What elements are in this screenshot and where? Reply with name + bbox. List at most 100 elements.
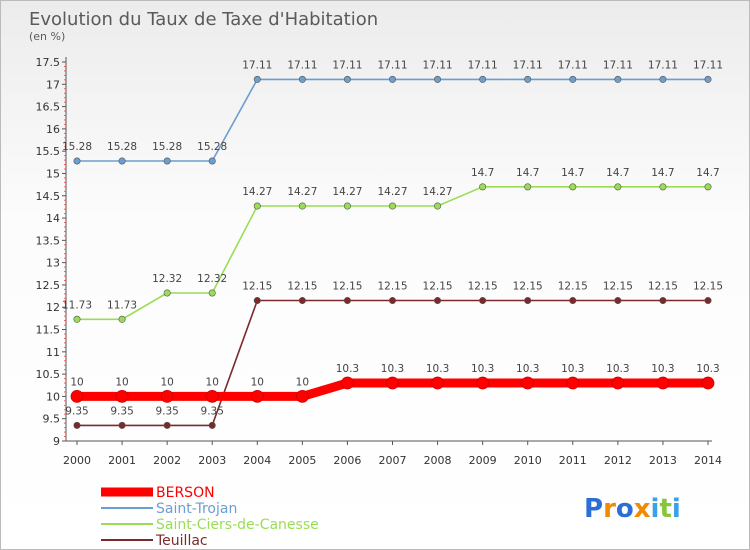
data-point [704, 75, 712, 83]
y-tick-label: 17 [46, 78, 60, 91]
data-label: 10 [160, 376, 173, 388]
data-point [569, 183, 577, 191]
data-label: 9.35 [201, 405, 224, 417]
x-tick-label: 2010 [514, 454, 542, 467]
data-label: 14.27 [242, 186, 272, 198]
data-point [163, 289, 171, 297]
data-point [566, 376, 580, 390]
logo-letter: r [603, 494, 616, 524]
x-tick-label: 2001 [108, 454, 136, 467]
data-label: 9.35 [110, 405, 133, 417]
x-tick-label: 2009 [469, 454, 497, 467]
x-tick-label: 2008 [424, 454, 452, 467]
logo-letter: i [651, 494, 660, 524]
data-point [479, 75, 487, 83]
data-label: 17.11 [513, 59, 543, 71]
data-label: 11.73 [62, 299, 92, 311]
x-tick-label: 2007 [379, 454, 407, 467]
x-tick-label: 2006 [333, 454, 361, 467]
logo-letter: P [584, 494, 603, 524]
data-label: 12.15 [513, 281, 543, 293]
x-tick-label: 2002 [153, 454, 181, 467]
data-point [253, 297, 261, 305]
data-label: 12.15 [558, 281, 588, 293]
data-point [115, 390, 129, 403]
data-point [163, 157, 171, 165]
data-point [341, 376, 354, 390]
y-tick-label: 12.5 [36, 279, 61, 292]
data-label: 14.7 [471, 167, 494, 179]
data-point [479, 183, 487, 191]
data-label: 14.7 [561, 167, 584, 179]
data-point [569, 297, 577, 305]
data-point [205, 390, 219, 403]
data-label: 10.3 [516, 363, 539, 375]
y-tick-label: 10 [46, 390, 60, 403]
x-tick-label: 2011 [559, 454, 587, 467]
data-point [70, 390, 84, 403]
data-label: 14.27 [377, 186, 407, 198]
data-label: 10 [115, 376, 128, 388]
data-point [73, 315, 81, 323]
data-point [521, 376, 535, 390]
y-tick-label: 11 [46, 346, 60, 359]
data-point [569, 75, 577, 83]
data-point [73, 157, 81, 165]
data-point [298, 202, 306, 210]
data-point [250, 390, 264, 403]
data-label: 17.11 [603, 59, 633, 71]
series-points [70, 75, 715, 429]
data-label: 17.11 [648, 59, 678, 71]
legend-label: Saint-Ciers-de-Canesse [156, 517, 319, 533]
y-tick-label: 9 [53, 435, 60, 448]
data-point [295, 390, 309, 403]
data-point [160, 390, 174, 403]
axes: 9 9.5 10 10.5 11 11.5 12 12.5 13 13.5 14 14.5 15 15.5… [36, 56, 723, 467]
x-tick-label: 2005 [288, 454, 316, 467]
data-point [343, 202, 351, 210]
data-label: 15.28 [152, 141, 182, 153]
data-label: 9.35 [155, 405, 178, 417]
legend-label: Teuillac [155, 533, 208, 549]
data-label: 14.7 [606, 167, 629, 179]
data-point [434, 202, 442, 210]
x-tick-label: 2013 [649, 454, 677, 467]
y-tick-label: 14 [46, 212, 60, 225]
y-tick-label: 15.5 [36, 145, 61, 158]
data-point [524, 183, 532, 191]
data-point [118, 157, 126, 165]
data-label: 14.27 [287, 186, 317, 198]
data-point [253, 75, 261, 83]
data-label: 12.15 [693, 281, 723, 293]
data-label: 12.15 [332, 281, 362, 293]
data-label: 15.28 [197, 141, 227, 153]
logo-letter: i [672, 494, 681, 524]
data-point [253, 202, 261, 210]
x-tick-label: 2000 [63, 454, 91, 467]
data-point [659, 297, 667, 305]
chart-subtitle: (en %) [29, 30, 65, 43]
data-label: 15.28 [107, 141, 137, 153]
data-point [611, 376, 625, 390]
data-label: 10 [296, 376, 309, 388]
data-label: 10.3 [561, 363, 584, 375]
y-tick-label: 16.5 [36, 101, 61, 114]
data-label: 11.73 [107, 299, 137, 311]
data-label: 9.35 [65, 405, 88, 417]
data-point [298, 297, 306, 305]
data-label: 15.28 [62, 141, 92, 153]
logo-letter: x [634, 494, 651, 524]
data-label: 17.11 [332, 59, 362, 71]
y-tick-label: 10.5 [36, 368, 61, 381]
data-point [208, 421, 216, 429]
y-tick-label: 17.5 [36, 56, 61, 69]
data-point [386, 376, 399, 390]
data-point [524, 75, 532, 83]
data-point [659, 75, 667, 83]
data-label: 10 [70, 376, 83, 388]
x-tick-label: 2014 [694, 454, 722, 467]
data-label: 17.11 [423, 59, 453, 71]
data-point [388, 202, 396, 210]
data-point [479, 297, 487, 305]
